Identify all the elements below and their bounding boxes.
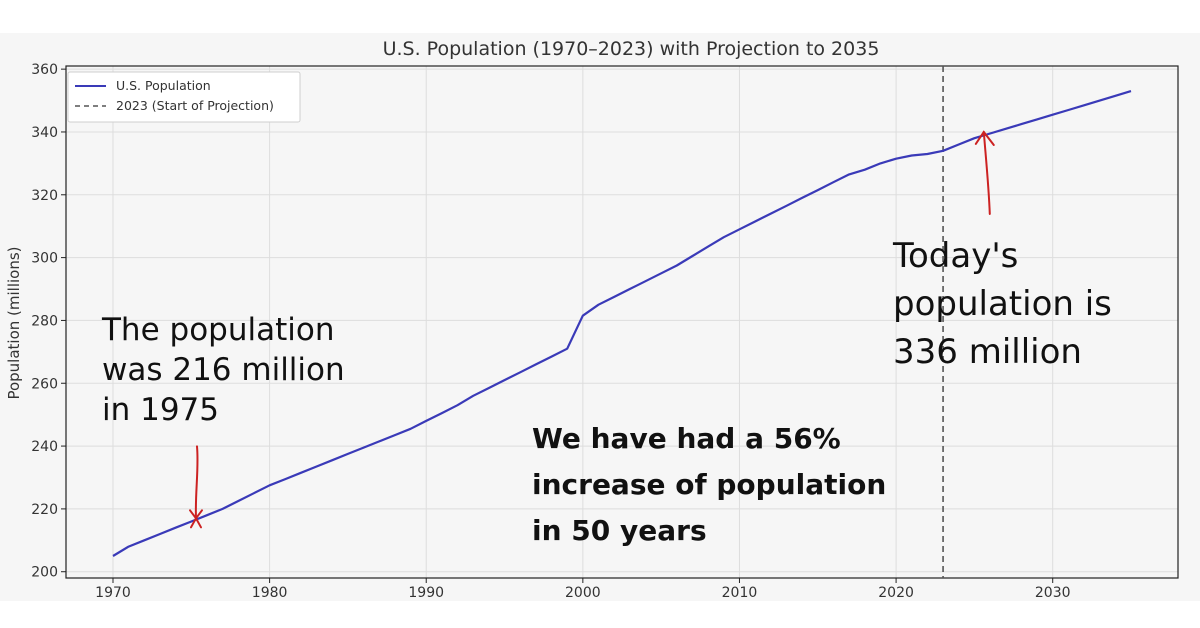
grid-layer <box>66 66 1178 578</box>
tick-label-y-360: 360 <box>31 62 58 78</box>
tick-label-y-280: 280 <box>31 313 58 329</box>
annotation-today-line-1: Today's <box>893 236 1019 276</box>
tick-label-x-2010: 2010 <box>722 585 758 601</box>
bottom-band <box>0 601 1200 628</box>
tick-label-x-2000: 2000 <box>565 585 601 601</box>
annotation-arrows <box>188 130 995 529</box>
tick-label-y-320: 320 <box>31 188 58 204</box>
arrow-today-shaft <box>982 130 991 215</box>
axes-frame <box>65 65 1179 579</box>
legend: U.S. Population 2023 (Start of Projectio… <box>67 71 301 123</box>
annotation-increase-line-1: We have had a 56% <box>532 422 841 455</box>
tick-label-y-240: 240 <box>31 439 58 455</box>
tick-label-x-1990: 1990 <box>408 585 444 601</box>
top-band <box>0 0 1200 33</box>
y-axis-label: Population (millions) <box>5 246 23 399</box>
chart-title: U.S. Population (1970–2023) with Project… <box>383 38 880 60</box>
annotation-1975-line-2: was 216 million <box>102 352 345 388</box>
tick-label-x-1970: 1970 <box>95 585 131 601</box>
annotation-1975-line-3: in 1975 <box>102 392 220 428</box>
annotation-today-line-3: 336 million <box>893 332 1082 372</box>
tick-layer: 1970 1980 1990 2000 2010 2020 2030 200 220 240 260… <box>31 62 1070 601</box>
annotation-today-line-2: population is <box>893 284 1112 324</box>
arrow-1975-shaft <box>194 445 199 520</box>
series-line-us-population <box>112 90 1132 557</box>
figure-background <box>0 33 1200 601</box>
arrow-1975-head <box>188 509 203 529</box>
annotation-today: Today's population is 336 million <box>893 232 1193 376</box>
tick-label-x-1980: 1980 <box>252 585 288 601</box>
tick-label-y-200: 200 <box>31 565 58 581</box>
tick-label-y-260: 260 <box>31 376 58 392</box>
annotation-increase-line-2: increase of population <box>532 468 887 501</box>
annotation-1975-line-1: The population <box>102 312 335 348</box>
arrow-today-head <box>974 130 995 146</box>
tick-label-y-300: 300 <box>31 251 58 267</box>
legend-label-projection-start: 2023 (Start of Projection) <box>116 98 274 113</box>
annotation-increase-line-3: in 50 years <box>532 514 707 547</box>
tick-label-y-340: 340 <box>31 125 58 141</box>
annotation-increase: We have had a 56% increase of population… <box>532 416 962 554</box>
annotation-1975: The population was 216 million in 1975 <box>102 310 402 430</box>
legend-box <box>67 71 301 123</box>
tick-label-x-2020: 2020 <box>878 585 914 601</box>
tick-label-x-2030: 2030 <box>1035 585 1071 601</box>
tick-label-y-220: 220 <box>31 502 58 518</box>
legend-label-us-population: U.S. Population <box>116 78 211 93</box>
